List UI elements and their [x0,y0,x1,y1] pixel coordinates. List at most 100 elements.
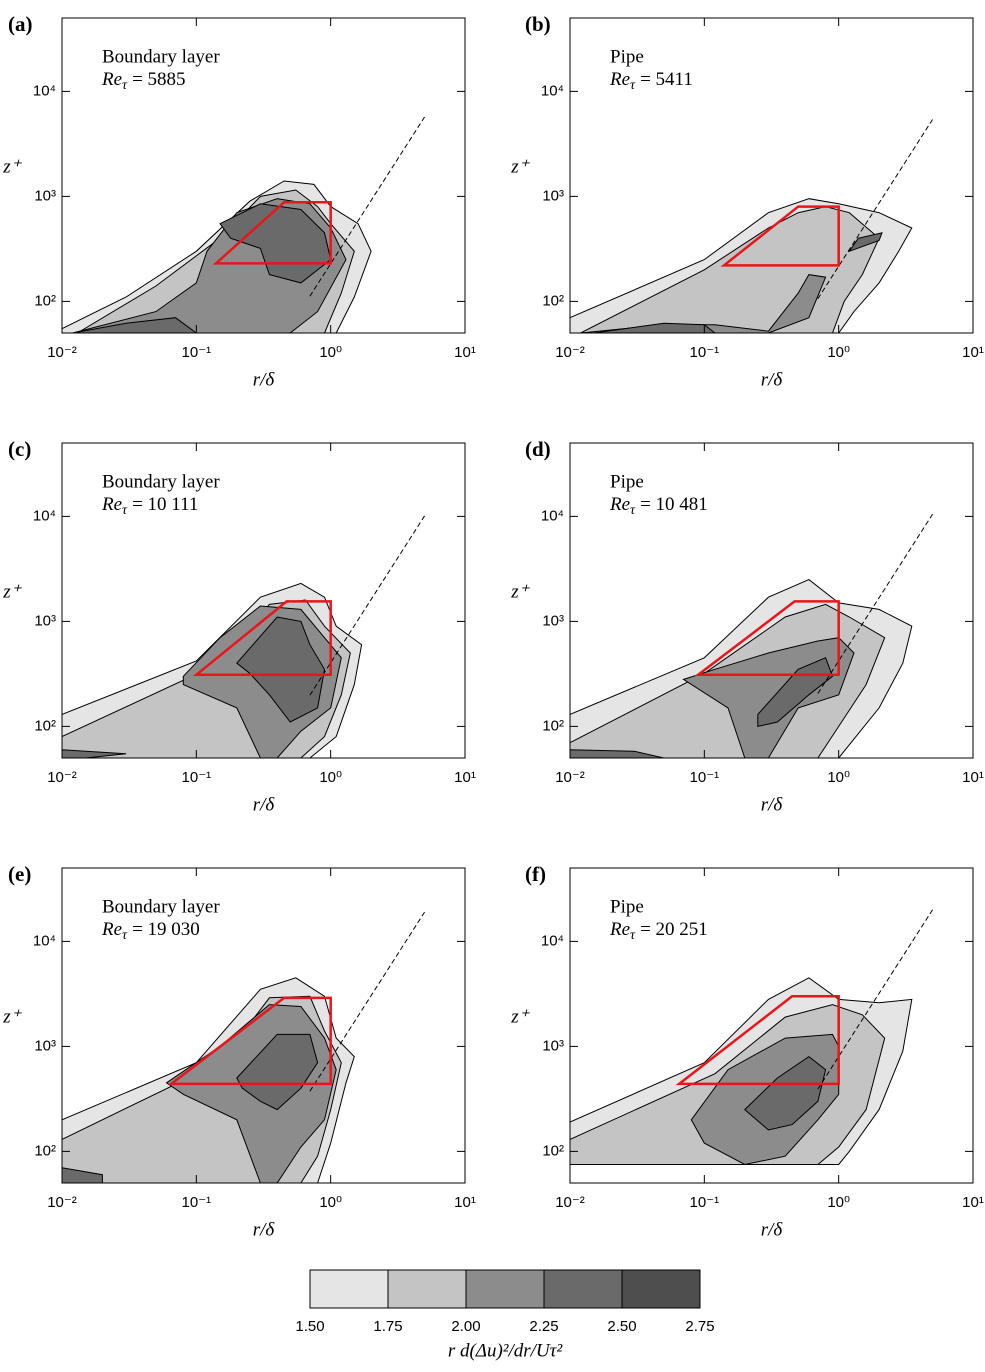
y-tick-label: 10² [542,717,564,734]
re-subscript: τ [630,503,636,518]
region-outline [167,996,332,1086]
re-label: Reτ = 19 030 [101,919,200,943]
contour-region [593,322,716,333]
x-axis-label: r/δ [761,369,784,390]
y-axis-label: z⁺ [510,156,530,177]
x-tick-label: 10⁻² [47,1194,77,1211]
y-tick-label: 10³ [542,187,564,204]
x-axis-label: r/δ [761,1219,784,1240]
region-outline [192,600,332,677]
y-tick-label: 10⁴ [541,932,564,949]
re-symbol: Re [609,494,630,515]
y-axis-label: z⁺ [510,581,530,602]
colorbar-segment [543,1269,623,1309]
x-tick-label: 10⁻¹ [182,769,212,786]
re-subscript: τ [122,78,128,93]
y-tick-label: 10³ [34,187,56,204]
reference-line [817,119,933,300]
contour-region [580,206,880,333]
y-tick-label: 10⁴ [33,507,56,524]
colorbar-segment [621,1269,701,1309]
y-axis-label: z⁺ [2,581,22,602]
plot-frame [61,442,466,759]
contour-region [236,616,326,723]
y-tick-label: 10⁴ [33,82,56,99]
colorbar-segment [309,1269,389,1309]
x-tick-label: 10⁻¹ [690,344,720,361]
y-axis-label: z⁺ [2,156,22,177]
re-subscript: τ [122,928,128,943]
y-tick-label: 10² [34,292,56,309]
contour-region [62,1167,103,1183]
reference-line [309,911,425,1092]
re-value: = 10 111 [132,494,198,515]
panel [62,515,425,758]
re-value: = 19 030 [132,919,200,940]
re-subscript: τ [630,78,636,93]
re-subscript: τ [122,503,128,518]
reference-line [309,515,425,696]
flow-label: Boundary layer [102,896,220,917]
colorbar-tick-label: 1.75 [373,1318,402,1335]
flow-label: Pipe [610,471,644,492]
x-axis-label: r/δ [761,794,784,815]
plot-frame [569,17,974,334]
reference-line [817,909,933,1090]
plot-frame [61,867,466,1184]
flow-label: Boundary layer [102,471,220,492]
x-tick-label: 10⁻¹ [690,769,720,786]
y-tick-label: 10³ [34,612,56,629]
x-tick-label: 10⁻² [47,344,77,361]
x-axis-label: r/δ [253,794,276,815]
x-tick-label: 10⁰ [319,1194,342,1211]
x-axis-label: r/δ [253,369,276,390]
colorbar-segment [387,1269,467,1309]
region-outline [720,205,840,267]
y-tick-label: 10³ [542,1037,564,1054]
region-outline [212,200,332,265]
colorbar-tick-label: 2.00 [451,1318,480,1335]
contour-region [848,232,883,253]
panel-label: (b) [525,12,551,36]
re-label: Reτ = 10 111 [101,494,198,518]
y-axis-label: z⁺ [2,1006,22,1027]
region-outline [675,995,840,1086]
x-tick-label: 10⁰ [827,344,850,361]
x-tick-label: 10⁰ [827,1194,850,1211]
y-tick-label: 10² [542,292,564,309]
contour-region [744,1055,827,1131]
plot-frame [569,867,974,1184]
x-tick-label: 10¹ [454,1194,476,1211]
y-tick-label: 10² [34,717,56,734]
region-outline [694,600,840,677]
colorbar-tick-label: 2.75 [685,1318,714,1335]
panel [62,116,425,333]
re-label: Reτ = 5411 [609,69,693,93]
flow-label: Pipe [610,46,644,67]
y-tick-label: 10⁴ [541,507,564,524]
y-tick-label: 10³ [34,1037,56,1054]
re-value: = 20 251 [640,919,708,940]
y-tick-label: 10³ [542,612,564,629]
re-label: Reτ = 5885 [101,69,186,93]
x-tick-label: 10⁰ [319,344,342,361]
re-subscript: τ [630,928,636,943]
colorbar-segment [465,1269,545,1309]
panel [570,909,933,1166]
panel-label: (c) [8,437,31,461]
x-tick-label: 10⁻¹ [690,1194,720,1211]
y-tick-label: 10⁴ [33,932,56,949]
x-tick-label: 10⁻² [555,1194,585,1211]
x-tick-label: 10¹ [962,344,984,361]
x-tick-label: 10¹ [962,1194,984,1211]
re-symbol: Re [101,494,122,515]
re-value: = 5885 [132,69,185,90]
x-tick-label: 10⁻¹ [182,1194,212,1211]
flow-label: Pipe [610,896,644,917]
re-symbol: Re [609,69,630,90]
y-tick-label: 10⁴ [541,82,564,99]
y-axis-label: z⁺ [510,1006,530,1027]
re-symbol: Re [609,919,630,940]
panel-label: (f) [525,862,546,886]
